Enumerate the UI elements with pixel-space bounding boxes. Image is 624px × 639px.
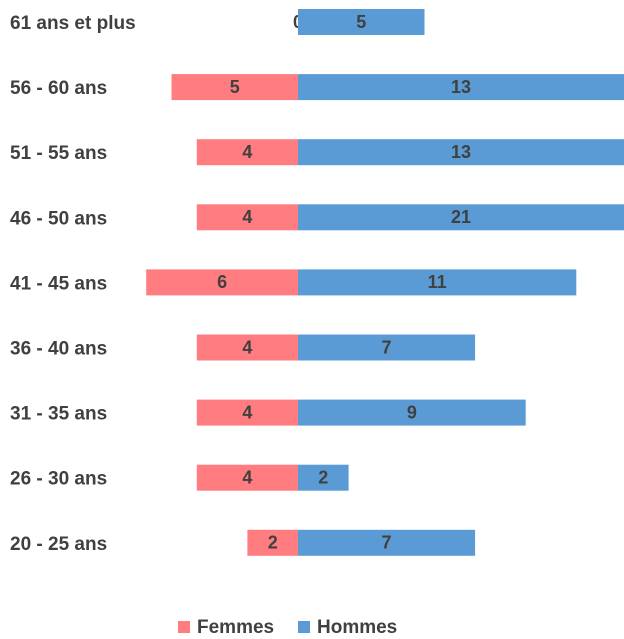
value-label: 5 <box>356 12 366 32</box>
value-label: 7 <box>382 337 392 357</box>
value-label: 9 <box>407 402 417 422</box>
value-label: 4 <box>242 142 252 162</box>
value-label: 6 <box>217 272 227 292</box>
bar <box>298 9 425 35</box>
value-label: 4 <box>242 467 252 487</box>
value-label: 5 <box>230 77 240 97</box>
category-label: 36 - 40 ans <box>10 339 107 360</box>
value-label: 4 <box>242 402 252 422</box>
category-label: 51 - 55 ans <box>10 143 107 164</box>
category-label: 56 - 60 ans <box>10 78 107 99</box>
category-label: 41 - 45 ans <box>10 273 107 294</box>
bar <box>298 74 624 101</box>
category-label: 46 - 50 ans <box>10 208 107 229</box>
bar <box>196 204 298 231</box>
bar <box>196 139 298 166</box>
category-label: 26 - 30 ans <box>10 469 107 490</box>
category-label: 20 - 25 ans <box>10 534 107 555</box>
value-label: 2 <box>318 467 328 487</box>
value-label: 2 <box>268 533 278 553</box>
bar <box>247 529 298 556</box>
value-label: 21 <box>451 207 471 227</box>
value-label: 7 <box>382 533 392 553</box>
bar <box>196 334 298 361</box>
category-label: 31 - 35 ans <box>10 404 107 425</box>
bar <box>298 269 577 296</box>
bar <box>196 464 298 491</box>
bar <box>196 399 298 426</box>
legend-swatch <box>178 621 190 633</box>
bar <box>146 269 298 296</box>
value-label: 13 <box>451 77 471 97</box>
legend-swatch <box>298 621 310 633</box>
bar <box>298 139 624 166</box>
value-label: 4 <box>242 337 252 357</box>
legend-label: Hommes <box>317 617 397 638</box>
bar <box>298 464 349 491</box>
bar <box>298 334 476 361</box>
bar <box>298 529 476 556</box>
value-label: 13 <box>451 142 471 162</box>
bar <box>298 399 526 426</box>
bar <box>298 204 624 231</box>
value-label: 11 <box>428 272 447 292</box>
bar <box>171 74 298 101</box>
legend-label: Femmes <box>197 617 274 638</box>
category-label: 61 ans et plus <box>10 13 136 34</box>
value-label: 4 <box>242 207 252 227</box>
